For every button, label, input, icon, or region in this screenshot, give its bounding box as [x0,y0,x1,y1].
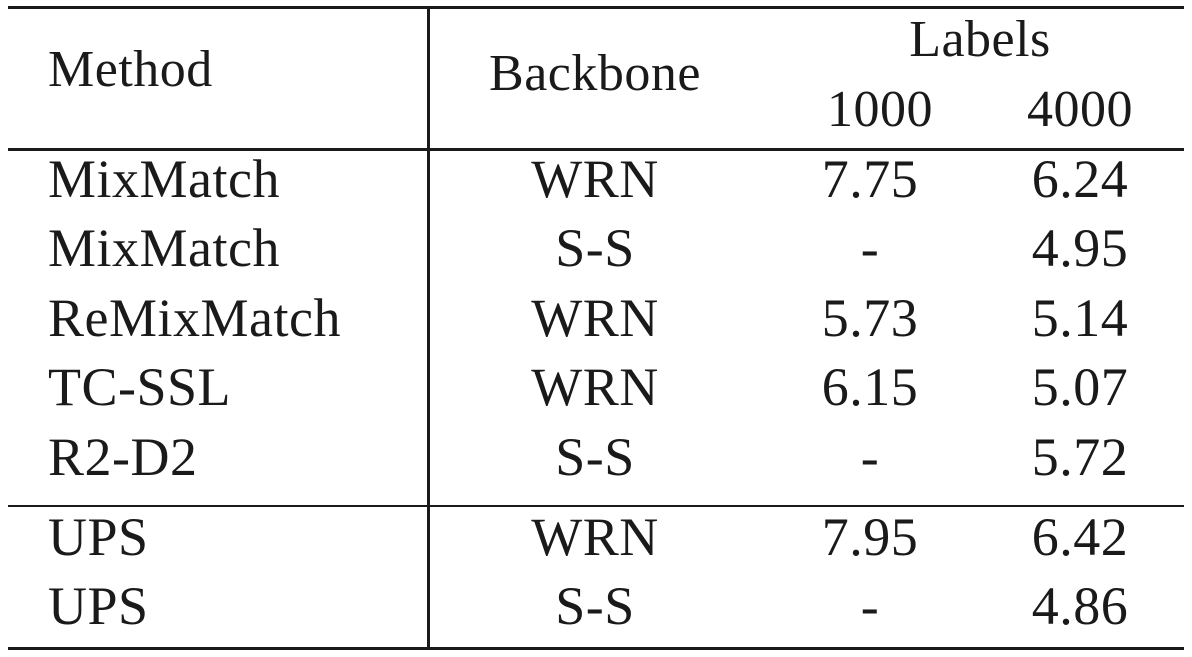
table-row: UPS S-S - 4.86 [0,577,1192,646]
header-rule [8,148,1184,151]
value-1000-cell: 5.73 [821,288,919,348]
value-1000-cell: 7.75 [821,149,919,209]
backbone-cell: S-S [555,427,635,487]
table-row: MixMatch WRN 7.75 6.24 [0,150,1192,219]
table-row: R2-D2 S-S - 5.72 [0,428,1192,497]
column-divider [427,6,430,650]
value-1000-cell: 6.15 [821,357,919,417]
value-4000-cell: 5.07 [1031,357,1129,417]
backbone-cell: WRN [531,149,659,209]
backbone-cell: WRN [531,507,659,567]
method-cell: UPS [48,576,149,636]
value-4000-cell: 4.95 [1031,218,1129,278]
table-row: MixMatch S-S - 4.95 [0,219,1192,288]
value-1000-cell: - [860,576,880,636]
table-row: UPS WRN 7.95 6.42 [0,508,1192,577]
table-row: ReMixMatch WRN 5.73 5.14 [0,289,1192,358]
bottom-rule [8,647,1184,650]
header-4000: 4000 [1027,81,1133,138]
method-cell: MixMatch [48,149,280,209]
value-1000-cell: - [860,218,880,278]
method-cell: MixMatch [48,218,280,278]
top-rule [8,6,1184,9]
value-4000-cell: 6.42 [1031,507,1129,567]
group-separator-rule [8,505,1184,507]
backbone-cell: S-S [555,218,635,278]
header-backbone: Backbone [489,45,701,102]
method-cell: TC-SSL [48,357,232,417]
header-method: Method [48,41,213,98]
value-4000-cell: 4.86 [1031,576,1129,636]
value-4000-cell: 6.24 [1031,149,1129,209]
method-cell: UPS [48,507,149,567]
backbone-cell: S-S [555,576,635,636]
value-1000-cell: - [860,427,880,487]
method-cell: R2-D2 [48,427,198,487]
header-1000: 1000 [827,81,933,138]
backbone-cell: WRN [531,357,659,417]
backbone-cell: WRN [531,288,659,348]
value-4000-cell: 5.14 [1031,288,1129,348]
header-labels-group: Labels [909,11,1051,68]
method-cell: ReMixMatch [48,288,341,348]
value-4000-cell: 5.72 [1031,427,1129,487]
table-row: TC-SSL WRN 6.15 5.07 [0,358,1192,427]
value-1000-cell: 7.95 [821,507,919,567]
